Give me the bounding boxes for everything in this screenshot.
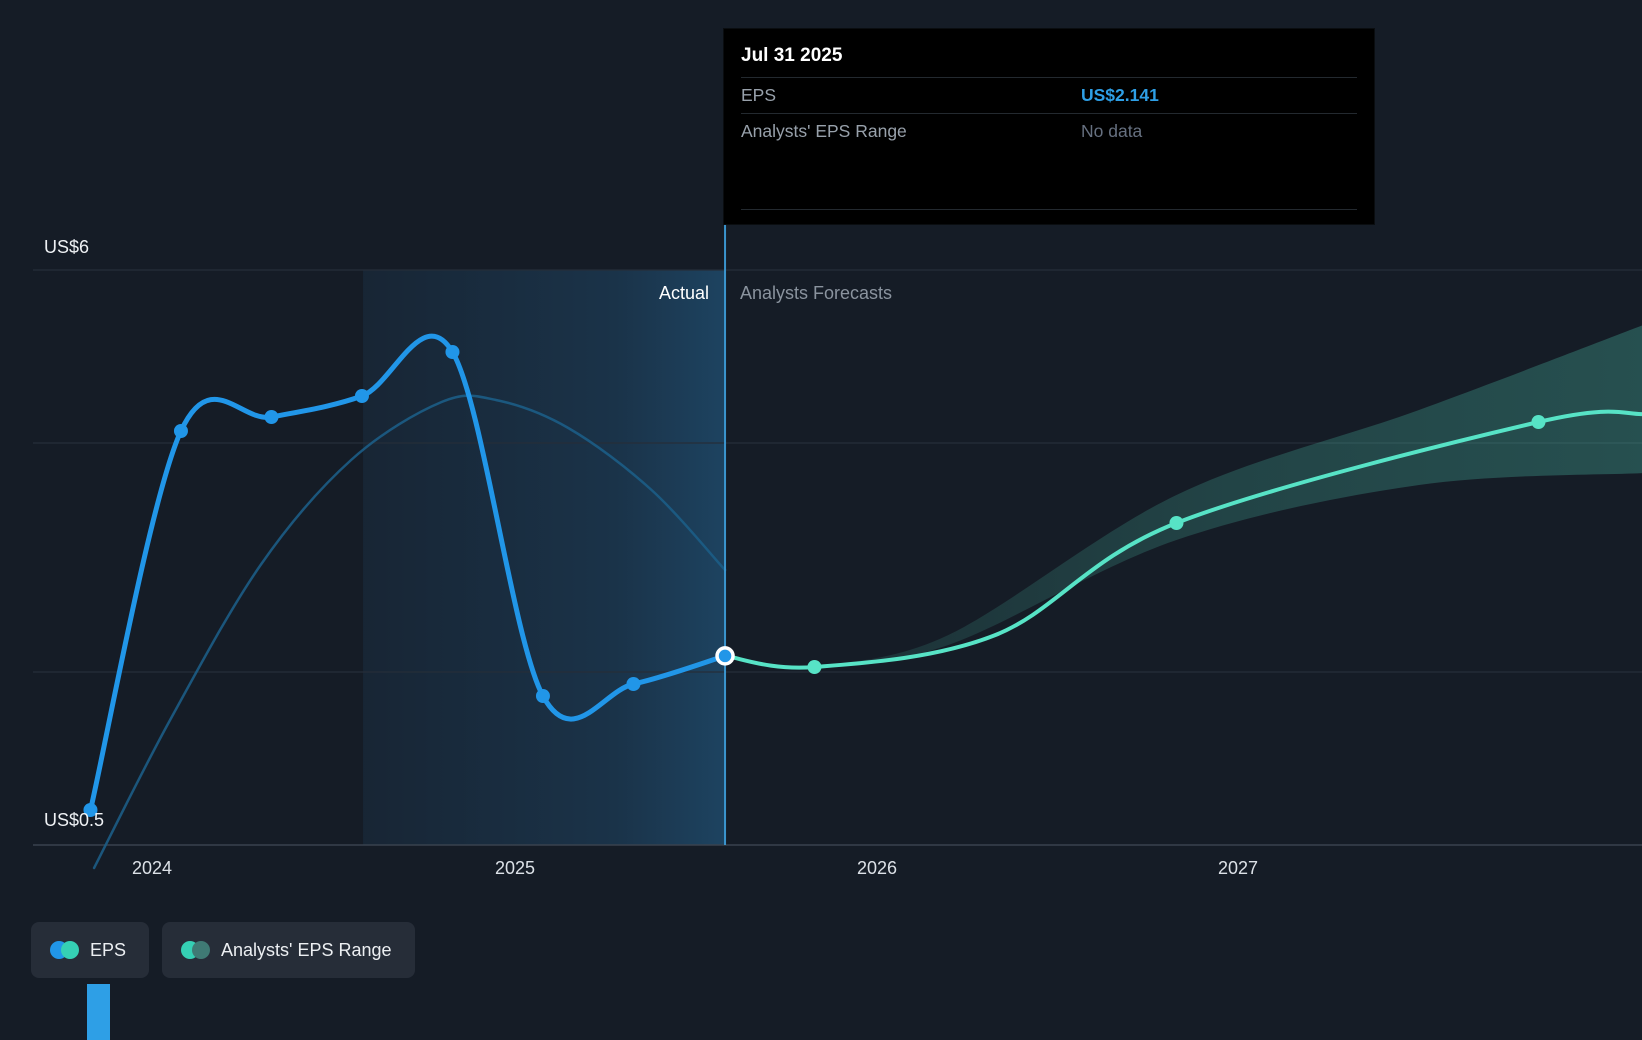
- tooltip-row-range: Analysts' EPS Range No data: [741, 114, 1357, 149]
- eps-forecast-point[interactable]: [1531, 415, 1546, 429]
- tooltip-divider: [741, 209, 1357, 210]
- eps-actual-point[interactable]: [354, 389, 369, 403]
- eps-actual-point[interactable]: [535, 689, 550, 703]
- eps-actual-point[interactable]: [626, 677, 641, 691]
- x-tick-2024: 2024: [131, 858, 173, 878]
- x-tick-2026: 2026: [856, 858, 898, 878]
- hover-tooltip: Jul 31 2025 EPS US$2.141 Analysts' EPS R…: [723, 28, 1375, 225]
- tooltip-range-label: Analysts' EPS Range: [741, 121, 907, 141]
- tooltip-eps-value: US$2.141: [1081, 85, 1159, 105]
- forecast-section-label: Analysts Forecasts: [740, 283, 893, 303]
- x-tick-2025: 2025: [494, 858, 536, 878]
- tooltip-spacer: [741, 149, 1357, 209]
- eps-actual-line: [87, 333, 728, 813]
- eps-actual-point[interactable]: [445, 345, 460, 359]
- x-tick-2027: 2027: [1217, 858, 1259, 878]
- eps-legend-dots-icon: [50, 941, 79, 959]
- tooltip-date: Jul 31 2025: [741, 45, 843, 66]
- tooltip-divider: [741, 77, 1357, 78]
- y-axis-label-top: US$6: [44, 237, 90, 257]
- highlight-region: [363, 270, 726, 845]
- eps-actual-point[interactable]: [173, 424, 188, 438]
- cropped-blue-element: [87, 984, 110, 1040]
- tooltip-divider: [741, 113, 1357, 114]
- eps-smoothed-trend-line: [92, 394, 727, 870]
- range-legend-dots-icon: [181, 941, 211, 959]
- analysts-eps-range-band: [814, 325, 1642, 667]
- eps-forecast-point[interactable]: [807, 660, 822, 674]
- chart-legend: EPS Analysts' EPS Range: [31, 922, 415, 978]
- tooltip-range-value: No data: [1081, 121, 1143, 141]
- legend-item-analysts-eps-range[interactable]: Analysts' EPS Range: [162, 922, 415, 978]
- current-eps-point[interactable]: [715, 646, 735, 666]
- actual-section-label: Actual: [658, 283, 709, 303]
- legend-range-label: Analysts' EPS Range: [221, 939, 392, 960]
- eps-forecast-point[interactable]: [1169, 516, 1184, 530]
- tooltip-eps-label: EPS: [741, 85, 777, 105]
- eps-actual-point[interactable]: [264, 410, 279, 424]
- legend-item-eps[interactable]: EPS: [31, 922, 150, 978]
- legend-eps-label: EPS: [90, 939, 127, 960]
- eps-actual-point[interactable]: [83, 803, 98, 817]
- y-axis-label-bottom: US$0.5: [44, 810, 105, 830]
- tooltip-row-eps: EPS US$2.141: [741, 78, 1357, 113]
